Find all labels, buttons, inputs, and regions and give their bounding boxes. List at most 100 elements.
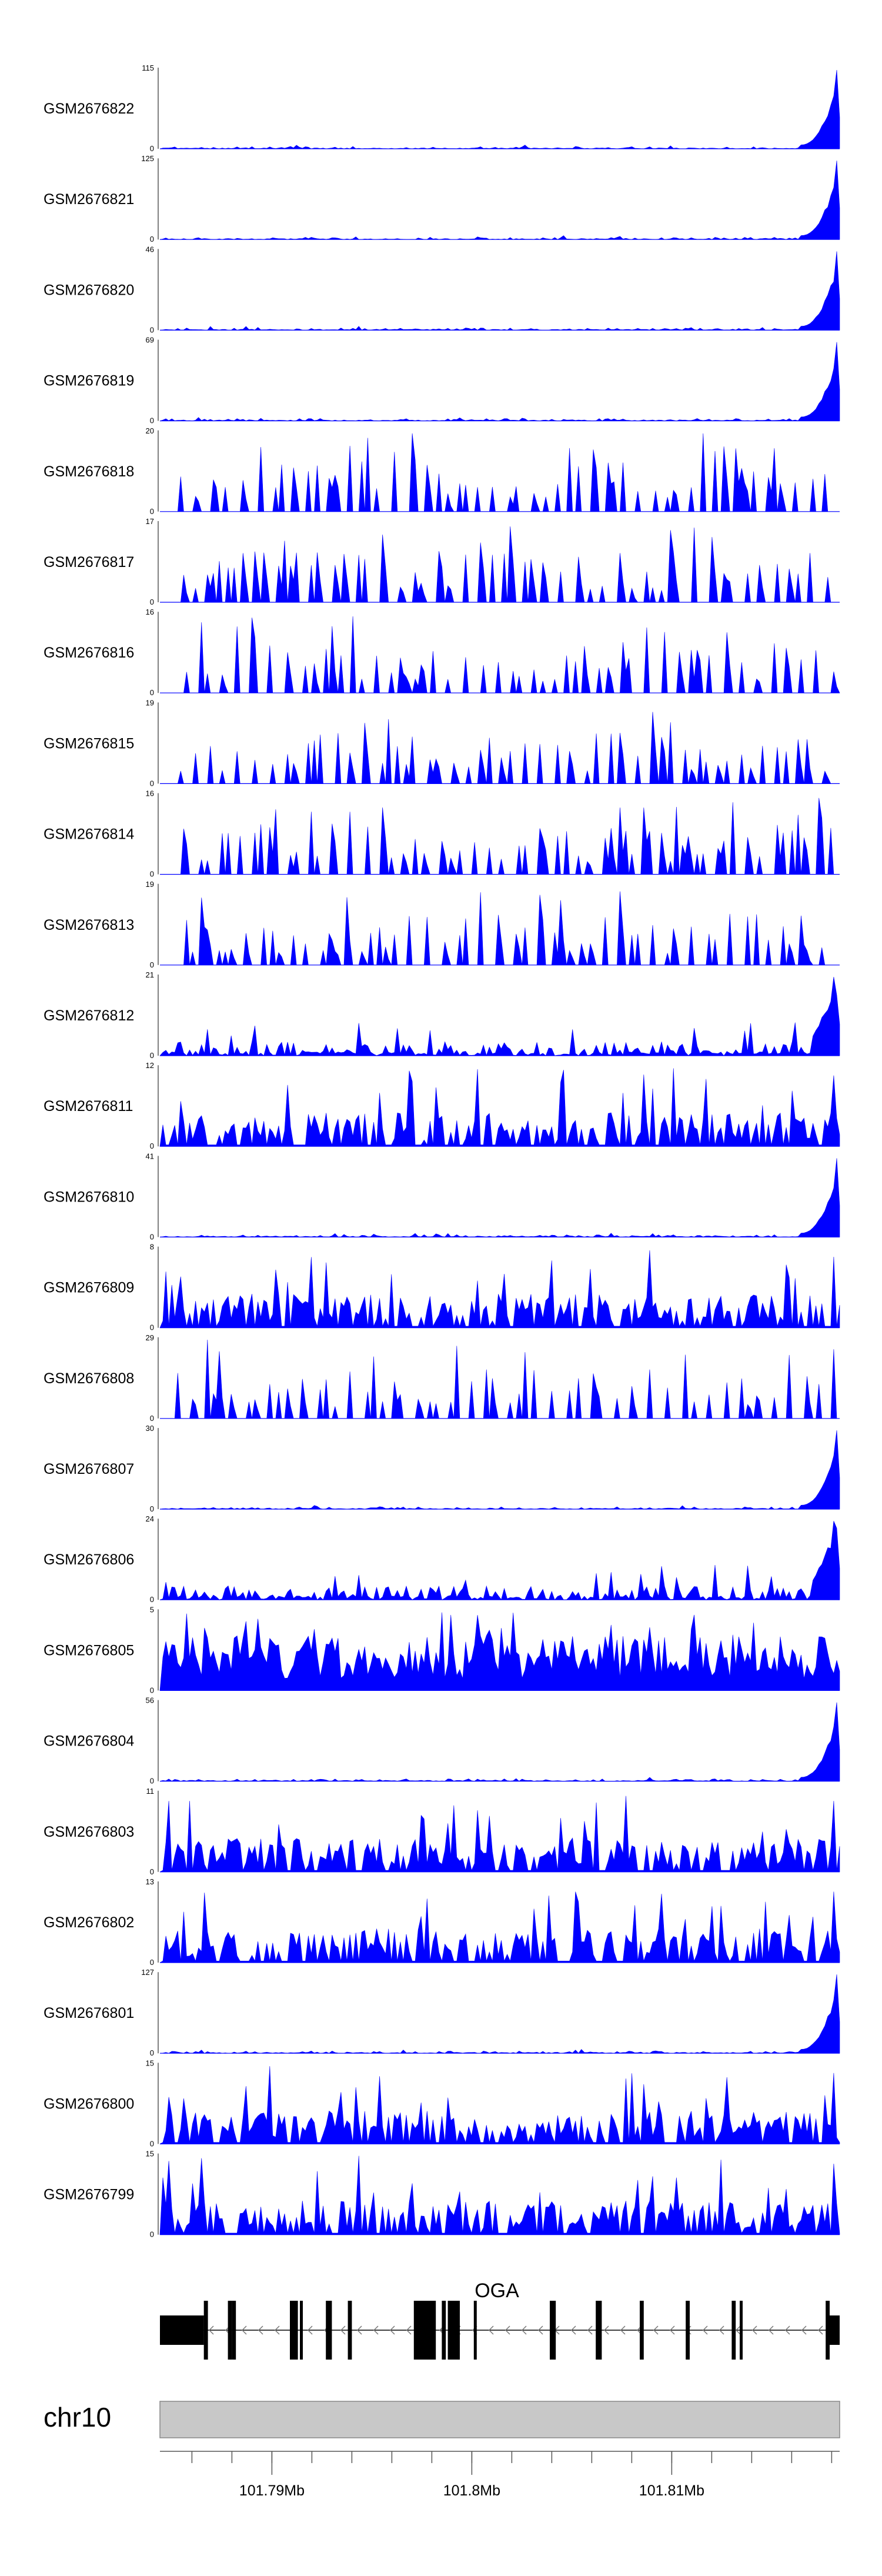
- gene-exon: [232, 2301, 236, 2360]
- coverage-track: GSM2676818 20 0: [44, 426, 840, 516]
- gene-exon: [640, 2301, 644, 2360]
- track-max-label: 24: [146, 1514, 154, 1523]
- coverage-track: GSM2676816 16 0: [44, 608, 840, 697]
- coverage-area: [159, 2066, 840, 2144]
- coverage-area: [159, 2155, 840, 2235]
- coverage-tracks: GSM26768221150GSM26768211250GSM267682046…: [44, 64, 840, 2239]
- track-max-label: 15: [146, 2058, 154, 2067]
- coverage-area: [159, 1430, 840, 1510]
- track-label: GSM2676806: [44, 1551, 134, 1568]
- coverage-area: [159, 1612, 840, 1691]
- gene-exon: [300, 2301, 303, 2360]
- track-label: GSM2676820: [44, 282, 134, 298]
- strand-arrow: [389, 2325, 395, 2335]
- track-label: GSM2676814: [44, 826, 134, 843]
- track-label: GSM2676804: [44, 1733, 134, 1750]
- track-label: GSM2676812: [44, 1007, 134, 1024]
- track-min-label: 0: [150, 2048, 154, 2057]
- track-max-label: 16: [146, 608, 154, 616]
- track-max-label: 15: [146, 2150, 154, 2158]
- track-min-label: 0: [150, 1867, 154, 1876]
- track-label: GSM2676821: [44, 191, 134, 208]
- coverage-track: GSM2676819 69 0: [44, 336, 840, 425]
- coverage-track: GSM2676808 29 0: [44, 1333, 840, 1423]
- track-max-label: 46: [146, 245, 154, 253]
- track-min-label: 0: [150, 1595, 154, 1604]
- track-label: GSM2676810: [44, 1189, 134, 1205]
- track-min-label: 0: [150, 144, 154, 153]
- genome-axis: chr10 101.79Mb 101.8Mb 101.81Mb: [44, 2401, 840, 2499]
- track-min-label: 0: [150, 1958, 154, 1967]
- coverage-track: GSM2676799 15 0: [44, 2150, 840, 2239]
- gene-exon: [447, 2301, 460, 2360]
- track-max-label: 11: [146, 1787, 155, 1796]
- track-label: GSM2676815: [44, 735, 134, 752]
- coverage-area: [159, 1702, 840, 1781]
- gene-exon: [686, 2301, 690, 2360]
- track-min-label: 0: [150, 1777, 154, 1786]
- track-label: GSM2676799: [44, 2187, 134, 2203]
- track-max-label: 19: [146, 698, 154, 707]
- gene-exon: [826, 2301, 830, 2360]
- gene-exon: [348, 2301, 352, 2360]
- track-label: GSM2676818: [44, 463, 134, 480]
- strand-arrow: [488, 2325, 494, 2335]
- strand-arrow: [587, 2325, 593, 2335]
- strand-arrow: [719, 2325, 724, 2335]
- coverage-area: [159, 342, 840, 421]
- coverage-track: GSM2676815 19 0: [44, 698, 840, 788]
- strand-arrow: [735, 2325, 741, 2335]
- track-min-label: 0: [150, 2139, 154, 2148]
- gene-exon: [160, 2315, 204, 2345]
- coverage-track: GSM2676821 125 0: [44, 154, 840, 243]
- strand-arrow: [521, 2325, 527, 2335]
- track-max-label: 12: [146, 1061, 154, 1070]
- track-min-label: 0: [150, 1232, 154, 1241]
- coverage-track: GSM2676813 19 0: [44, 880, 840, 969]
- track-label: GSM2676822: [44, 101, 134, 117]
- coverage-track: GSM2676811 12 0: [44, 1061, 840, 1150]
- coverage-area: [159, 1891, 840, 1963]
- coverage-track: GSM2676807 30 0: [44, 1424, 840, 1513]
- track-max-label: 21: [146, 970, 154, 979]
- track-label: GSM2676802: [44, 1914, 134, 1931]
- track-label: GSM2676817: [44, 554, 134, 570]
- track-label: GSM2676801: [44, 2005, 134, 2021]
- track-label: GSM2676813: [44, 917, 134, 933]
- track-label: GSM2676809: [44, 1280, 134, 1296]
- axis-tick-label: 101.81Mb: [639, 2482, 704, 2499]
- gene-exon: [228, 2301, 232, 2360]
- coverage-area: [159, 161, 840, 240]
- track-max-label: 20: [146, 426, 154, 435]
- track-min-label: 0: [150, 416, 154, 425]
- coverage-area: [160, 526, 840, 603]
- track-min-label: 0: [150, 1051, 154, 1060]
- coverage-track: GSM2676803 11 0: [44, 1787, 840, 1876]
- gene-exon: [830, 2315, 840, 2345]
- coverage-area: [159, 1521, 840, 1600]
- track-max-label: 127: [141, 1968, 154, 1977]
- track-max-label: 69: [146, 336, 154, 345]
- track-max-label: 29: [146, 1333, 154, 1342]
- coverage-area: [159, 251, 840, 331]
- gene-exon: [413, 2301, 436, 2360]
- track-min-label: 0: [150, 2230, 154, 2239]
- coverage-area: [159, 1974, 840, 2054]
- track-label: GSM2676816: [44, 645, 134, 661]
- strand-arrow: [340, 2325, 346, 2335]
- track-label: GSM2676805: [44, 1642, 134, 1659]
- coverage-area: [160, 891, 840, 966]
- axis-tick-label: 101.79Mb: [239, 2482, 305, 2499]
- coverage-area: [159, 1250, 840, 1328]
- track-min-label: 0: [150, 1504, 154, 1513]
- coverage-area: [160, 798, 840, 875]
- strand-arrow: [258, 2325, 263, 2335]
- gene-exon: [203, 2301, 208, 2360]
- strand-arrow: [768, 2325, 774, 2335]
- strand-arrow: [801, 2325, 807, 2335]
- track-max-label: 19: [146, 880, 154, 889]
- track-min-label: 0: [150, 507, 154, 516]
- chromosome-bar: [159, 2401, 840, 2438]
- gene-exon: [290, 2301, 298, 2360]
- strand-arrow: [373, 2325, 379, 2335]
